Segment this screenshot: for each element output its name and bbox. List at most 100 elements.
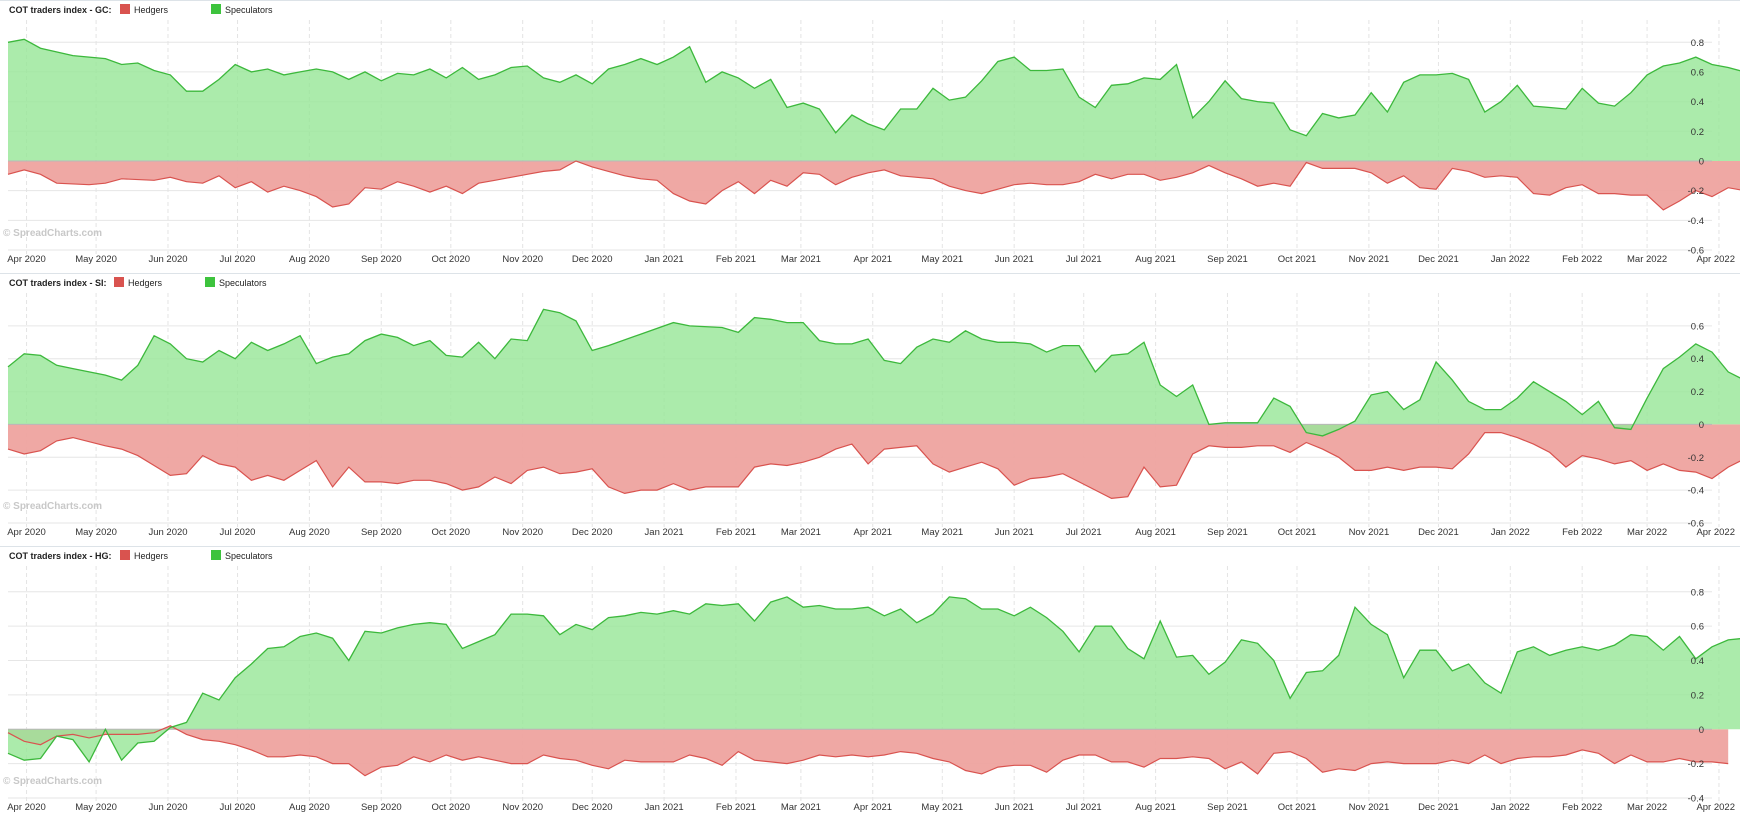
speculators-point — [1467, 78, 1469, 80]
hedgers-point — [1662, 761, 1664, 763]
x-tick-label: Feb 2022 — [1562, 254, 1602, 265]
x-tick-label: Apr 2020 — [7, 527, 46, 538]
legend-item-speculators[interactable]: Speculators — [205, 277, 267, 288]
hedgers-point — [1467, 170, 1469, 172]
hedgers-point — [1013, 484, 1015, 486]
hedgers-point — [1143, 766, 1145, 768]
speculators-point — [1646, 74, 1648, 76]
hedgers-point — [56, 182, 58, 184]
legend-label: Hedgers — [134, 551, 169, 561]
speculators-point — [1597, 400, 1599, 402]
speculators-point — [770, 78, 772, 80]
legend-item-hedgers[interactable]: Hedgers — [120, 550, 169, 561]
speculators-point — [542, 308, 544, 310]
hedgers-point — [461, 489, 463, 491]
speculators-point — [348, 353, 350, 355]
hedgers-point — [1484, 754, 1486, 756]
speculators-area — [8, 309, 1740, 436]
legend-item-hedgers[interactable]: Hedgers — [120, 4, 169, 15]
hedgers-point — [1110, 761, 1112, 763]
hedgers-point — [1273, 182, 1275, 184]
hedgers-point — [477, 756, 479, 758]
speculators-point — [380, 632, 382, 634]
speculators-point — [1516, 84, 1518, 86]
legend-item-speculators[interactable]: Speculators — [211, 4, 273, 15]
hedgers-point — [445, 754, 447, 756]
hedgers-point — [283, 479, 285, 481]
speculators-point — [851, 343, 853, 345]
hedgers-point — [1662, 209, 1664, 211]
x-tick-label: Jan 2021 — [645, 802, 684, 813]
speculators-point — [1159, 620, 1161, 622]
hedgers-point — [851, 176, 853, 178]
speculators-point — [283, 74, 285, 76]
speculators-point — [461, 647, 463, 649]
hedgers-point — [1013, 764, 1015, 766]
speculators-point — [1045, 616, 1047, 618]
speculators-point — [1516, 651, 1518, 653]
speculators-point — [1305, 431, 1307, 433]
hedgers-point — [1613, 192, 1615, 194]
speculators-point — [315, 68, 317, 70]
legend-item-speculators[interactable]: Speculators — [211, 550, 273, 561]
x-tick-label: Jun 2021 — [995, 802, 1034, 813]
speculators-point — [1613, 105, 1615, 107]
hedgers-point — [1711, 195, 1713, 197]
hedgers-point — [1646, 194, 1648, 196]
hedgers-point — [1143, 466, 1145, 468]
y-tick-label: 0.2 — [1691, 690, 1704, 701]
hedgers-point — [1273, 445, 1275, 447]
hedgers-point — [721, 764, 723, 766]
hedgers-point — [429, 761, 431, 763]
speculators-point — [1711, 646, 1713, 648]
speculators-point — [1208, 673, 1210, 675]
hedgers-point — [1565, 187, 1567, 189]
hedgers-point — [267, 756, 269, 758]
hedgers-point — [1467, 762, 1469, 764]
speculators-point — [218, 699, 220, 701]
speculators-point — [72, 54, 74, 56]
speculators-point — [542, 77, 544, 79]
y-tick-label: 0.4 — [1691, 354, 1704, 365]
speculators-point — [1646, 397, 1648, 399]
hedgers-point — [1110, 497, 1112, 499]
hedgers-point — [575, 160, 577, 162]
speculators-point — [120, 759, 122, 761]
speculators-point — [559, 634, 561, 636]
hedgers-point — [1727, 762, 1729, 764]
x-tick-label: Jul 2021 — [1066, 527, 1102, 538]
hedgers-point — [1208, 757, 1210, 759]
hedgers-point — [753, 466, 755, 468]
hedgers-point — [526, 173, 528, 175]
speculators-point — [672, 610, 674, 612]
speculators-area — [8, 39, 1740, 161]
hedgers-point — [1711, 477, 1713, 479]
speculators-point — [1386, 390, 1388, 392]
hedgers-point — [640, 761, 642, 763]
hedgers-point — [23, 453, 25, 455]
speculators-point — [575, 623, 577, 625]
speculators-point — [1094, 625, 1096, 627]
hedgers-point — [1370, 762, 1372, 764]
speculators-point — [331, 71, 333, 73]
speculators-point — [1159, 78, 1161, 80]
speculators-point — [1451, 379, 1453, 381]
speculators-point — [1386, 634, 1388, 636]
speculators-point — [185, 721, 187, 723]
y-tick-label: 0.6 — [1691, 622, 1704, 633]
speculators-point — [1045, 69, 1047, 71]
hedgers-point — [899, 446, 901, 448]
speculators-point — [23, 353, 25, 355]
speculators-point — [1451, 670, 1453, 672]
hedgers-point — [1305, 161, 1307, 163]
hedgers-point — [1289, 750, 1291, 752]
speculators-point — [575, 74, 577, 76]
speculators-point — [624, 615, 626, 617]
speculators-point — [883, 359, 885, 361]
hedgers-point — [234, 466, 236, 468]
hedgers-point — [1613, 762, 1615, 764]
hedgers-point — [39, 450, 41, 452]
hedgers-point — [120, 448, 122, 450]
legend-item-hedgers[interactable]: Hedgers — [114, 277, 163, 288]
y-tick-label: 0 — [1699, 156, 1704, 167]
